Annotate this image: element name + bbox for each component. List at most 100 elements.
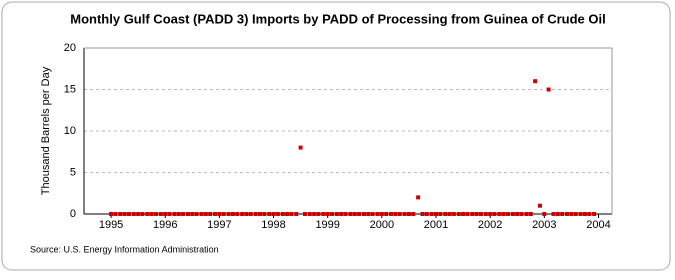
point xyxy=(411,212,416,216)
point xyxy=(334,212,339,216)
y-tick-label: 20 xyxy=(64,42,76,54)
point xyxy=(145,212,150,216)
point xyxy=(565,212,570,216)
point xyxy=(434,212,438,216)
point xyxy=(528,212,533,216)
point xyxy=(524,212,529,216)
point xyxy=(424,212,429,216)
point xyxy=(312,212,317,216)
point xyxy=(406,212,411,216)
point xyxy=(546,87,551,92)
x-tick-label: 2002 xyxy=(478,219,502,231)
point xyxy=(131,212,136,216)
point xyxy=(456,212,461,216)
point xyxy=(253,212,258,216)
point xyxy=(361,212,366,216)
point xyxy=(348,212,353,216)
point xyxy=(474,212,479,216)
y-tick-label: 0 xyxy=(70,208,76,220)
point xyxy=(587,212,592,216)
point xyxy=(217,212,222,216)
point xyxy=(140,212,145,216)
point xyxy=(194,212,199,216)
point xyxy=(429,212,434,216)
point xyxy=(461,212,466,216)
x-tick-label: 1999 xyxy=(315,219,339,231)
point xyxy=(221,212,226,216)
point xyxy=(172,212,177,216)
point xyxy=(280,212,285,216)
point xyxy=(447,212,452,216)
point xyxy=(393,212,398,216)
point xyxy=(302,212,307,216)
x-tick-label: 1996 xyxy=(153,219,177,231)
point xyxy=(497,212,502,216)
point xyxy=(555,212,560,216)
point xyxy=(307,212,312,216)
point xyxy=(154,212,159,216)
point xyxy=(285,212,290,216)
point xyxy=(199,212,204,216)
point xyxy=(316,212,321,216)
x-tick-label: 1998 xyxy=(261,219,285,231)
point xyxy=(185,212,190,216)
point xyxy=(352,212,357,216)
point xyxy=(325,212,330,216)
point xyxy=(289,212,294,216)
point xyxy=(510,212,515,216)
point xyxy=(416,195,421,200)
point xyxy=(235,212,240,216)
point xyxy=(582,212,587,216)
point xyxy=(375,212,380,216)
point xyxy=(560,212,565,216)
point xyxy=(465,212,470,216)
point xyxy=(384,212,389,216)
point xyxy=(357,212,362,216)
y-tick-label: 5 xyxy=(70,166,76,178)
point xyxy=(248,212,253,216)
point xyxy=(379,212,384,216)
point xyxy=(298,145,303,150)
point xyxy=(492,212,497,216)
point xyxy=(294,212,299,216)
point xyxy=(578,212,583,216)
point xyxy=(438,212,443,216)
x-tick-label: 2004 xyxy=(586,219,610,231)
frame xyxy=(1,1,671,271)
source: Source: U.S. Energy Information Administ… xyxy=(30,244,219,254)
point xyxy=(537,203,542,208)
point xyxy=(262,212,267,216)
point xyxy=(126,212,131,216)
point xyxy=(240,212,245,216)
point xyxy=(573,212,578,216)
x-tick-label: 2000 xyxy=(370,219,394,231)
point xyxy=(167,212,172,216)
point xyxy=(506,212,511,216)
point xyxy=(397,212,402,216)
point xyxy=(339,212,344,216)
point xyxy=(519,212,524,216)
point xyxy=(343,212,348,216)
point xyxy=(488,212,493,216)
point xyxy=(420,212,425,216)
point xyxy=(389,212,394,216)
point xyxy=(136,212,141,216)
point xyxy=(443,212,448,216)
point xyxy=(533,79,538,84)
point xyxy=(478,212,483,216)
point xyxy=(569,212,574,216)
point xyxy=(501,212,506,216)
point xyxy=(321,212,326,216)
point xyxy=(181,212,186,216)
point xyxy=(122,212,127,216)
point xyxy=(402,212,407,216)
x-tick-label: 2001 xyxy=(424,219,448,231)
point xyxy=(515,212,520,216)
point xyxy=(230,212,235,216)
point xyxy=(451,212,456,216)
point xyxy=(149,212,154,216)
x-tick-label: 2003 xyxy=(532,219,556,231)
chart-title: Monthly Gulf Coast (PADD 3) Imports by P… xyxy=(70,11,605,26)
